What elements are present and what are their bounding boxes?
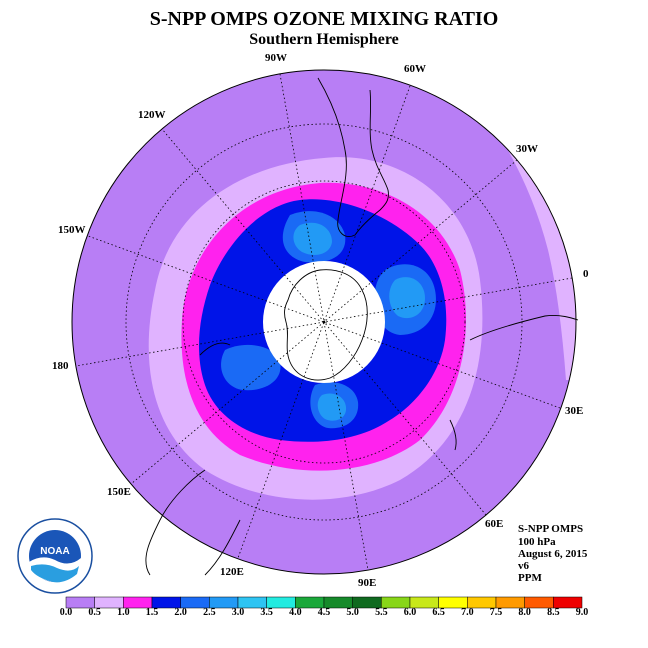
colorbar-tick-label: 3.0 [231,607,245,618]
lon-label-150w: 150W [58,224,86,236]
patch-2-5-b [389,277,425,319]
colorbar-tick-label: 1.0 [117,607,130,618]
lon-label-90w: 90W [265,52,287,64]
lon-label-90e: 90E [358,577,377,589]
info-instrument: S-NPP OMPS [518,523,584,535]
coastlines [145,77,579,576]
map-title: S-NPP OMPS OZONE MIXING RATIO [149,8,499,30]
colorbar-tick-label: 5.5 [375,607,388,618]
south-pole-marker [322,320,326,324]
lon-label-30w: 30W [516,143,538,155]
lon-label-180: 180 [52,360,69,372]
coast-antarctica [284,269,368,381]
noaa-logo: NOAA [17,518,93,594]
lat-circle-60s [182,180,466,464]
colorbar-tick-label: 6.5 [432,607,445,618]
colorbar-tick-label: 1.5 [145,607,159,618]
colorbar-tick-label: 3.5 [260,607,273,618]
colorbar-tick-label: 7.5 [489,607,503,618]
info-date: August 6, 2015 [518,548,588,560]
coast-africa-tip [469,315,579,341]
colorbar-tick-label: 4.0 [289,607,302,618]
colorbar-tick-label: 5.0 [346,607,359,618]
coast-south-america [317,77,389,237]
info-pressure: 100 hPa [518,536,556,548]
lon-label-60w: 60W [404,63,426,75]
colorbar-tick-label: 9.0 [575,607,589,618]
lon-label-30e: 30E [565,405,584,417]
colorbar-tick-label: 0.0 [59,607,73,618]
map-boundary [71,69,577,575]
patch-2-5-d [317,393,347,421]
lon-label-120w: 120W [138,109,166,121]
coast-madagascar [449,419,457,451]
coast-australia [145,469,241,576]
colorbar-segment [553,596,583,609]
lon-label-60e: 60E [485,518,504,530]
colorbar-tick-label: 6.0 [403,607,417,618]
info-version: v6 [518,560,529,572]
patch-2-5-a [293,222,332,255]
info-units: PPM [518,572,542,584]
colorbar-tick-label: 4.5 [317,607,331,618]
lon-label-0: 0 [583,268,589,280]
colorbar-tick-label: 8.5 [547,607,560,618]
colorbar-tick-label: 0.5 [88,607,101,618]
coast-new-zealand [199,342,231,356]
logo-text: NOAA [40,546,69,557]
lon-label-150e: 150E [107,486,131,498]
colorbar-tick-label: 2.0 [174,607,187,618]
colorbar-tick-label: 7.0 [461,607,474,618]
lon-label-120e: 120E [220,566,244,578]
colorbar-tick-label: 2.5 [203,607,216,618]
colorbar-tick-label: 8.0 [518,607,531,618]
patch-2-0-c [221,344,281,391]
map-subtitle: Southern Hemisphere [249,31,399,48]
